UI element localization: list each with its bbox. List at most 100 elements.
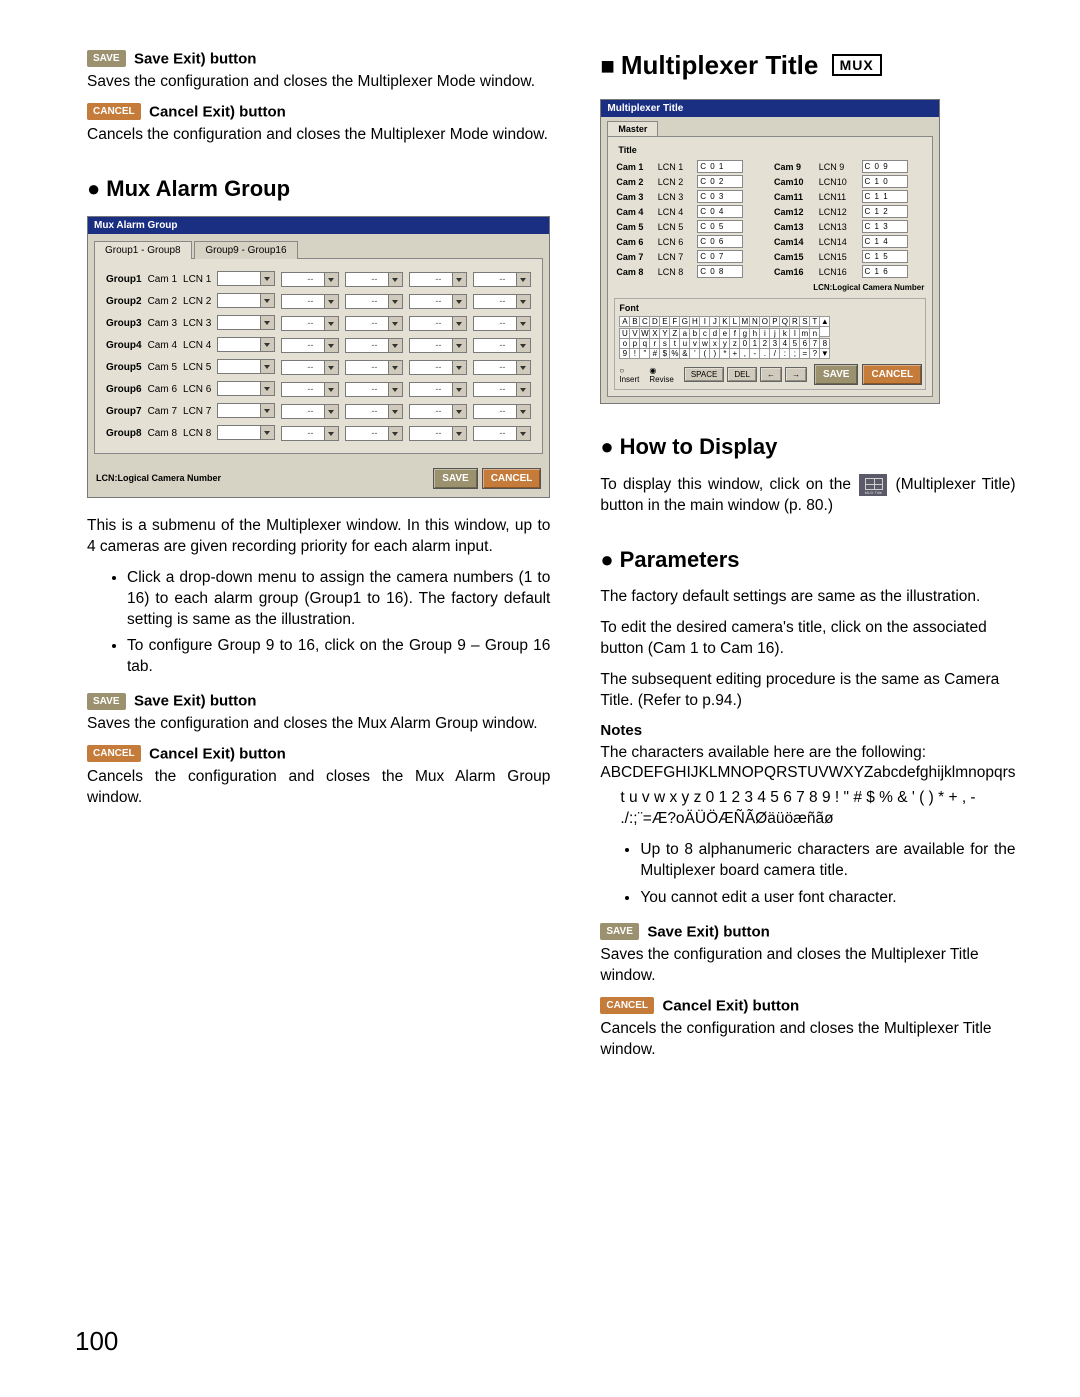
camera-dropdown[interactable] bbox=[217, 271, 275, 286]
page-number: 100 bbox=[75, 1326, 118, 1357]
left-button[interactable]: ← bbox=[760, 367, 782, 382]
cancel-button[interactable]: CANCEL bbox=[482, 468, 542, 489]
char-grid[interactable]: ABCDEFGHIJKLMNOPQRST▲UVWXYZabcdefghijklm… bbox=[619, 316, 921, 358]
camera-dropdown[interactable]: -- bbox=[409, 272, 467, 287]
save-badge: SAVE bbox=[87, 693, 126, 710]
camera-dropdown[interactable]: -- bbox=[281, 360, 339, 375]
camera-dropdown[interactable]: -- bbox=[281, 338, 339, 353]
lcn-note: LCN:Logical Camera Number bbox=[96, 473, 221, 483]
heading-multiplexer-title: ■Multiplexer Title MUX bbox=[600, 50, 1015, 81]
camera-dropdown[interactable]: -- bbox=[345, 382, 403, 397]
cancel-label: Cancel Exit) button bbox=[149, 745, 286, 762]
save-button[interactable]: SAVE bbox=[814, 364, 859, 385]
mux-alarm-window: Mux Alarm Group Group1 - Group8 Group9 -… bbox=[87, 216, 550, 498]
save-label: Save Exit) button bbox=[647, 923, 770, 940]
heading-how: ●How to Display bbox=[600, 434, 1015, 460]
lcn-note: LCN:Logical Camera Number bbox=[614, 283, 924, 292]
cancel-button[interactable]: CANCEL bbox=[862, 364, 922, 385]
radio-insert[interactable]: ○ Insert bbox=[619, 366, 639, 384]
heading-parameters: ●Parameters bbox=[600, 547, 1015, 573]
camera-dropdown[interactable]: -- bbox=[409, 338, 467, 353]
camera-dropdown[interactable]: -- bbox=[345, 338, 403, 353]
camera-dropdown[interactable]: -- bbox=[281, 404, 339, 419]
note-b1: Up to 8 alphanumeric characters are avai… bbox=[640, 840, 1015, 882]
camera-dropdown[interactable]: -- bbox=[473, 382, 531, 397]
camera-dropdown[interactable]: -- bbox=[409, 360, 467, 375]
bullet-2: To configure Group 9 to 16, click on the… bbox=[127, 636, 550, 678]
n3: t u v w x y z 0 1 2 3 4 5 6 7 8 9 ! " # … bbox=[600, 788, 1015, 830]
camera-dropdown[interactable]: -- bbox=[345, 272, 403, 287]
tab-master[interactable]: Master bbox=[607, 121, 658, 136]
cancel-desc: Cancels the configuration and closes the… bbox=[87, 767, 550, 809]
camera-dropdown[interactable]: -- bbox=[409, 426, 467, 441]
camera-dropdown[interactable]: -- bbox=[281, 382, 339, 397]
n1: The characters available here are the fo… bbox=[600, 743, 1015, 764]
mux-title-icon[interactable] bbox=[859, 474, 887, 496]
camera-dropdown[interactable]: -- bbox=[409, 294, 467, 309]
camera-dropdown[interactable]: -- bbox=[281, 294, 339, 309]
multiplexer-title-window: Multiplexer Title Master Title Cam 1LCN … bbox=[600, 99, 940, 404]
save-button[interactable]: SAVE bbox=[433, 468, 478, 489]
cancel-label: Cancel Exit) button bbox=[663, 997, 800, 1014]
camera-dropdown[interactable] bbox=[217, 293, 275, 308]
camera-dropdown[interactable]: -- bbox=[281, 316, 339, 331]
p3: The subsequent editing procedure is the … bbox=[600, 670, 1015, 712]
camera-dropdown[interactable] bbox=[217, 359, 275, 374]
save-badge: SAVE bbox=[600, 923, 639, 940]
n2: ABCDEFGHIJKLMNOPQRSTUVWXYZabcdefghijklmn… bbox=[600, 763, 1015, 784]
notes-heading: Notes bbox=[600, 722, 1015, 739]
camera-dropdown[interactable]: -- bbox=[473, 272, 531, 287]
camera-dropdown[interactable] bbox=[217, 337, 275, 352]
p2: To edit the desired camera's title, clic… bbox=[600, 618, 1015, 660]
p1: The factory default settings are same as… bbox=[600, 587, 1015, 608]
camera-dropdown[interactable]: -- bbox=[345, 360, 403, 375]
cancel-desc: Cancels the configuration and closes the… bbox=[87, 125, 550, 146]
camera-dropdown[interactable] bbox=[217, 381, 275, 396]
camera-dropdown[interactable]: -- bbox=[473, 360, 531, 375]
camera-dropdown[interactable] bbox=[217, 403, 275, 418]
heading-mux-alarm: ●Mux Alarm Group bbox=[87, 176, 550, 202]
cancel-badge: CANCEL bbox=[600, 997, 654, 1014]
camera-dropdown[interactable] bbox=[217, 425, 275, 440]
camera-dropdown[interactable]: -- bbox=[345, 294, 403, 309]
tab-g1-8[interactable]: Group1 - Group8 bbox=[94, 241, 192, 259]
radio-revise[interactable]: ◉ Revise bbox=[649, 366, 673, 384]
camera-dropdown[interactable]: -- bbox=[345, 316, 403, 331]
save-label: Save Exit) button bbox=[134, 693, 257, 710]
camera-dropdown[interactable]: -- bbox=[345, 426, 403, 441]
camera-dropdown[interactable]: -- bbox=[345, 404, 403, 419]
right-button[interactable]: → bbox=[785, 367, 807, 382]
window-title: Mux Alarm Group bbox=[88, 217, 549, 234]
camera-dropdown[interactable] bbox=[217, 315, 275, 330]
window-title: Multiplexer Title bbox=[601, 100, 939, 117]
camera-dropdown[interactable]: -- bbox=[281, 426, 339, 441]
title-label: Title bbox=[618, 145, 926, 155]
camera-dropdown[interactable]: -- bbox=[473, 426, 531, 441]
del-button[interactable]: DEL bbox=[727, 367, 757, 382]
save-label: Save Exit) button bbox=[134, 50, 257, 67]
note-b2: You cannot edit a user font character. bbox=[640, 888, 1015, 909]
camera-dropdown[interactable]: -- bbox=[281, 272, 339, 287]
save-desc: Saves the configuration and closes the M… bbox=[600, 945, 1015, 987]
cancel-badge: CANCEL bbox=[87, 103, 141, 120]
mux-badge: MUX bbox=[832, 54, 882, 76]
cancel-label: Cancel Exit) button bbox=[149, 103, 286, 120]
camera-dropdown[interactable]: -- bbox=[409, 382, 467, 397]
cancel-badge: CANCEL bbox=[87, 745, 141, 762]
camera-dropdown[interactable]: -- bbox=[409, 316, 467, 331]
save-badge: SAVE bbox=[87, 50, 126, 67]
save-desc: Saves the configuration and closes the M… bbox=[87, 72, 550, 93]
camera-dropdown[interactable]: -- bbox=[473, 404, 531, 419]
bullet-1: Click a drop-down menu to assign the cam… bbox=[127, 568, 550, 631]
camera-dropdown[interactable]: -- bbox=[473, 294, 531, 309]
camera-dropdown[interactable]: -- bbox=[409, 404, 467, 419]
how-text: To display this window, click on the (Mu… bbox=[600, 474, 1015, 517]
cancel-desc: Cancels the configuration and closes the… bbox=[600, 1019, 1015, 1061]
intro-text: This is a submenu of the Multiplexer win… bbox=[87, 516, 550, 558]
space-button[interactable]: SPACE bbox=[684, 367, 725, 382]
font-label: Font bbox=[619, 303, 921, 313]
save-desc: Saves the configuration and closes the M… bbox=[87, 714, 550, 735]
tab-g9-16[interactable]: Group9 - Group16 bbox=[194, 241, 297, 259]
camera-dropdown[interactable]: -- bbox=[473, 316, 531, 331]
camera-dropdown[interactable]: -- bbox=[473, 338, 531, 353]
